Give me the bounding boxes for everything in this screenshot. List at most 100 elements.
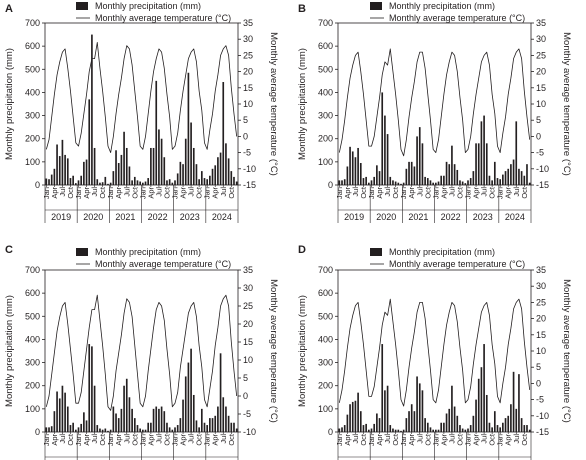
month-tick-label: Jul <box>90 434 99 444</box>
precipitation-bar <box>222 397 225 432</box>
panel-letter: C <box>5 244 13 256</box>
right-tick-label: 10 <box>536 99 546 109</box>
precipitation-bar <box>128 397 131 432</box>
year-label: 2023 <box>180 212 200 222</box>
precipitation-bar <box>150 147 152 185</box>
precipitation-bar <box>200 171 203 185</box>
precipitation-bar <box>440 175 443 185</box>
precipitation-bar <box>528 182 531 185</box>
precipitation-bar <box>192 147 195 185</box>
precipitation-bar <box>184 138 187 185</box>
precipitation-bar <box>496 425 499 432</box>
right-tick-label: 20 <box>536 67 546 77</box>
precipitation-bar <box>367 182 370 185</box>
right-tick-label: 10 <box>243 99 253 109</box>
left-tick-label: 700 <box>25 265 40 275</box>
precipitation-bar <box>485 394 488 432</box>
month-tick-label: Oct <box>162 433 171 446</box>
left-axis-title: Monthly precipitation (mm) <box>4 48 15 160</box>
precipitation-bar <box>235 428 238 432</box>
month-tick-label: Jul <box>480 434 489 444</box>
month-tick-label: Jul <box>383 187 392 197</box>
precipitation-bar <box>346 414 349 432</box>
left-tick-label: 200 <box>25 381 40 391</box>
right-tick-label: 15 <box>536 330 546 340</box>
panel-letter: D <box>298 244 306 256</box>
right-tick-label: 5 <box>536 115 541 125</box>
precipitation-bar <box>152 147 155 185</box>
right-tick-label: 35 <box>243 265 253 275</box>
precipitation-bar <box>64 154 66 185</box>
precipitation-bar <box>461 181 464 185</box>
precipitation-bar <box>158 408 160 432</box>
left-tick-label: 100 <box>25 404 40 414</box>
precipitation-bar <box>477 143 480 185</box>
right-tick-label: -15 <box>536 427 549 437</box>
precipitation-bar <box>109 182 112 185</box>
precipitation-bar <box>410 404 413 432</box>
precipitation-bar <box>214 415 217 432</box>
left-tick-label: 0 <box>35 180 40 190</box>
precipitation-bar <box>480 367 483 432</box>
month-tick-label: Jan <box>431 187 440 199</box>
precipitation-bar <box>58 398 61 432</box>
precipitation-bar <box>179 418 182 432</box>
precipitation-bar <box>448 408 451 432</box>
precipitation-bar <box>384 115 386 185</box>
precipitation-bar <box>338 180 341 185</box>
month-tick-label: Apr <box>146 186 155 198</box>
right-tick-label: 15 <box>243 83 253 93</box>
precipitation-bar <box>53 411 56 432</box>
year-label: 2022 <box>148 212 168 222</box>
precipitation-bar <box>125 147 128 185</box>
precipitation-bar <box>480 121 483 185</box>
precipitation-bar <box>413 166 416 185</box>
precipitation-bar <box>357 392 359 432</box>
month-tick-label: Apr <box>439 186 448 198</box>
right-tick-label: 20 <box>536 314 546 324</box>
right-tick-label: -10 <box>536 411 549 421</box>
month-tick-label: Oct <box>359 433 368 446</box>
precipitation-bar <box>386 385 389 432</box>
precipitation-bar <box>491 180 493 185</box>
month-tick-label: Jan <box>42 187 51 199</box>
month-tick-label: Apr <box>146 433 155 445</box>
precipitation-bar <box>426 178 429 185</box>
month-tick-label: Jan <box>335 434 344 446</box>
left-axis-title: Monthly precipitation (mm) <box>4 295 15 407</box>
left-tick-label: 100 <box>25 157 40 167</box>
precipitation-bar <box>206 179 209 185</box>
month-tick-label: Oct <box>520 186 529 199</box>
month-tick-label: Oct <box>130 186 139 199</box>
precipitation-bar <box>233 176 235 185</box>
left-tick-label: 600 <box>25 288 40 298</box>
precipitation-bar <box>357 147 359 185</box>
precipitation-bar <box>69 178 72 185</box>
precipitation-bar <box>488 175 491 185</box>
left-tick-label: 500 <box>318 311 333 321</box>
right-tick-label: -5 <box>536 395 544 405</box>
precipitation-bar <box>56 144 58 185</box>
month-tick-label: Oct <box>488 186 497 199</box>
precipitation-bar <box>107 430 109 432</box>
month-tick-label: Apr <box>472 186 481 198</box>
precipitation-bar <box>144 429 147 432</box>
legend-bar-swatch <box>370 2 382 10</box>
month-tick-label: Jan <box>367 434 376 446</box>
precipitation-bar <box>451 385 453 432</box>
right-tick-label: 25 <box>536 50 546 60</box>
precipitation-bar <box>515 408 518 432</box>
precipitation-bar <box>107 183 109 185</box>
month-tick-label: Jul <box>154 434 163 444</box>
precipitation-bar <box>378 418 381 432</box>
precipitation-bar <box>351 401 354 432</box>
month-tick-label: Apr <box>50 186 59 198</box>
precipitation-bar <box>195 420 198 432</box>
month-tick-label: Jan <box>399 434 408 446</box>
precipitation-bar <box>230 422 233 432</box>
precipitation-bar <box>69 425 72 432</box>
precipitation-bar <box>453 164 456 185</box>
precipitation-bar <box>158 129 160 185</box>
month-tick-label: Apr <box>114 186 123 198</box>
precipitation-bar <box>120 154 123 185</box>
